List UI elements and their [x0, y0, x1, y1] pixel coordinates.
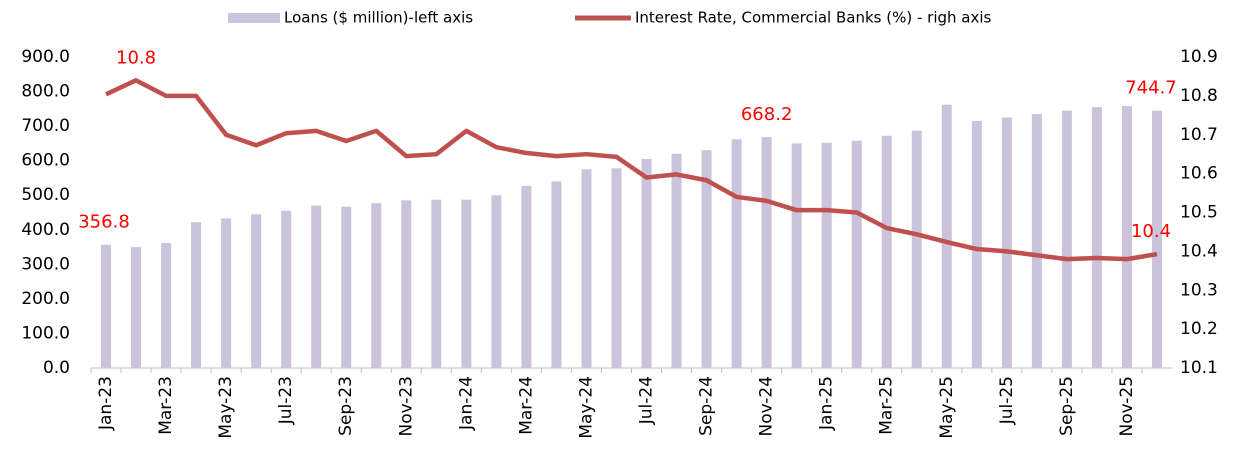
x-tick-label: Sep-24 [697, 376, 717, 436]
bar [791, 143, 802, 368]
y-tick-label: 800.0 [21, 82, 70, 102]
bar [521, 185, 532, 368]
y2-tick-label: 10.9 [1180, 47, 1218, 67]
bar [911, 130, 922, 368]
bar [551, 181, 562, 368]
x-tick-label: Jul-25 [997, 376, 1017, 425]
bar [881, 135, 892, 368]
bar [1091, 107, 1102, 368]
bar [161, 242, 172, 368]
bar [821, 142, 832, 368]
y2-tick-label: 10.2 [1180, 319, 1218, 339]
bar [311, 205, 322, 368]
x-tick-label: Mar-23 [156, 376, 176, 435]
x-tick-label: Sep-25 [1057, 376, 1077, 436]
bar [281, 210, 292, 368]
y2-tick-label: 10.7 [1180, 125, 1218, 145]
x-tick-label: Mar-24 [516, 376, 536, 435]
x-tick-label: Mar-25 [877, 376, 897, 435]
y-tick-label: 500.0 [21, 185, 70, 205]
bar [1061, 110, 1072, 369]
bar [431, 199, 442, 368]
y2-tick-label: 10.8 [1180, 86, 1218, 106]
bar [641, 158, 652, 368]
x-tick-label: Nov-25 [1117, 376, 1137, 437]
bar [191, 222, 202, 368]
y-tick-label: 100.0 [21, 323, 70, 343]
x-tick-label: Jul-24 [637, 376, 657, 425]
bar [131, 247, 142, 368]
x-tick-label: May-25 [937, 376, 957, 439]
bar [941, 104, 952, 368]
x-tick-label: Jan-23 [96, 376, 116, 431]
bar [1031, 114, 1042, 369]
bar [971, 120, 982, 368]
y2-tick-label: 10.3 [1180, 280, 1218, 300]
bar [761, 137, 772, 368]
bar [251, 214, 262, 368]
y-tick-label: 700.0 [21, 116, 70, 136]
data-label: 10.8 [116, 47, 156, 68]
y-tick-label: 200.0 [21, 289, 70, 309]
x-tick-label: Nov-23 [396, 376, 416, 437]
bar [851, 140, 862, 368]
bar [1001, 117, 1012, 368]
bar [581, 169, 592, 368]
bar [731, 139, 742, 368]
x-tick-label: Sep-23 [336, 376, 356, 436]
x-tick-label: Jan-25 [817, 376, 837, 431]
y-tick-label: 400.0 [21, 220, 70, 240]
legend-swatch [228, 13, 280, 23]
x-tick-label: May-23 [216, 376, 236, 439]
y-tick-label: 0.0 [43, 358, 70, 378]
data-label: 668.2 [741, 104, 793, 125]
bar [461, 199, 472, 368]
bar [101, 244, 112, 368]
y-tick-label: 900.0 [21, 47, 70, 67]
y2-tick-label: 10.4 [1180, 241, 1218, 261]
x-tick-label: May-24 [576, 376, 596, 439]
bar [1121, 106, 1132, 369]
y2-tick-label: 10.1 [1180, 358, 1218, 378]
legend-label: Interest Rate, Commercial Banks (%) - ri… [635, 9, 992, 27]
x-tick-label: Jan-24 [456, 376, 476, 431]
x-tick-label: Nov-24 [757, 376, 777, 437]
y-tick-label: 300.0 [21, 254, 70, 274]
bar [671, 153, 682, 368]
bar [491, 195, 502, 368]
y-tick-label: 600.0 [21, 151, 70, 171]
line [105, 78, 1158, 262]
legend-label: Loans ($ million)-left axis [284, 9, 473, 27]
bar [221, 218, 232, 368]
data-label: 744.7 [1125, 78, 1177, 99]
bar [341, 206, 352, 368]
bar [701, 150, 712, 368]
x-tick-label: Jul-23 [276, 376, 296, 425]
bar [371, 203, 382, 368]
bar [401, 200, 412, 368]
data-label: 10.4 [1131, 221, 1171, 242]
bar [1151, 110, 1162, 368]
data-label: 356.8 [78, 212, 130, 233]
y2-tick-label: 10.5 [1180, 203, 1218, 223]
bar [611, 168, 622, 368]
y2-tick-label: 10.6 [1180, 164, 1218, 184]
